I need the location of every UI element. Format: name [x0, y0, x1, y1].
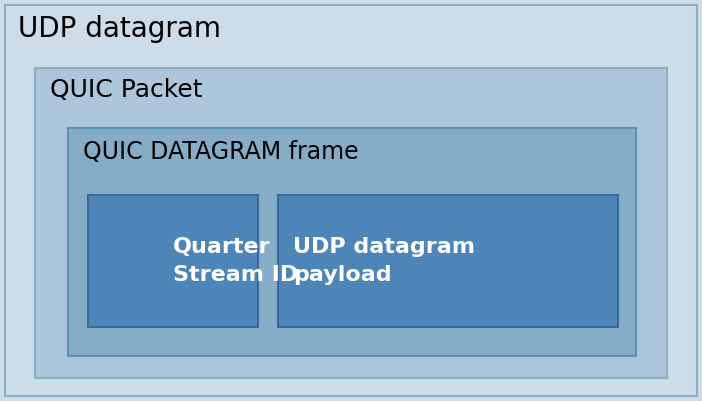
Text: UDP datagram: UDP datagram	[18, 15, 221, 43]
Text: QUIC Packet: QUIC Packet	[50, 78, 202, 102]
Bar	[35, 68, 667, 378]
Text: UDP datagram
payload: UDP datagram payload	[293, 237, 475, 285]
Text: Quarter
Stream ID: Quarter Stream ID	[173, 237, 298, 285]
Text: QUIC DATAGRAM frame: QUIC DATAGRAM frame	[83, 140, 359, 164]
Bar	[88, 195, 258, 327]
Bar	[68, 128, 636, 356]
Bar	[278, 195, 618, 327]
